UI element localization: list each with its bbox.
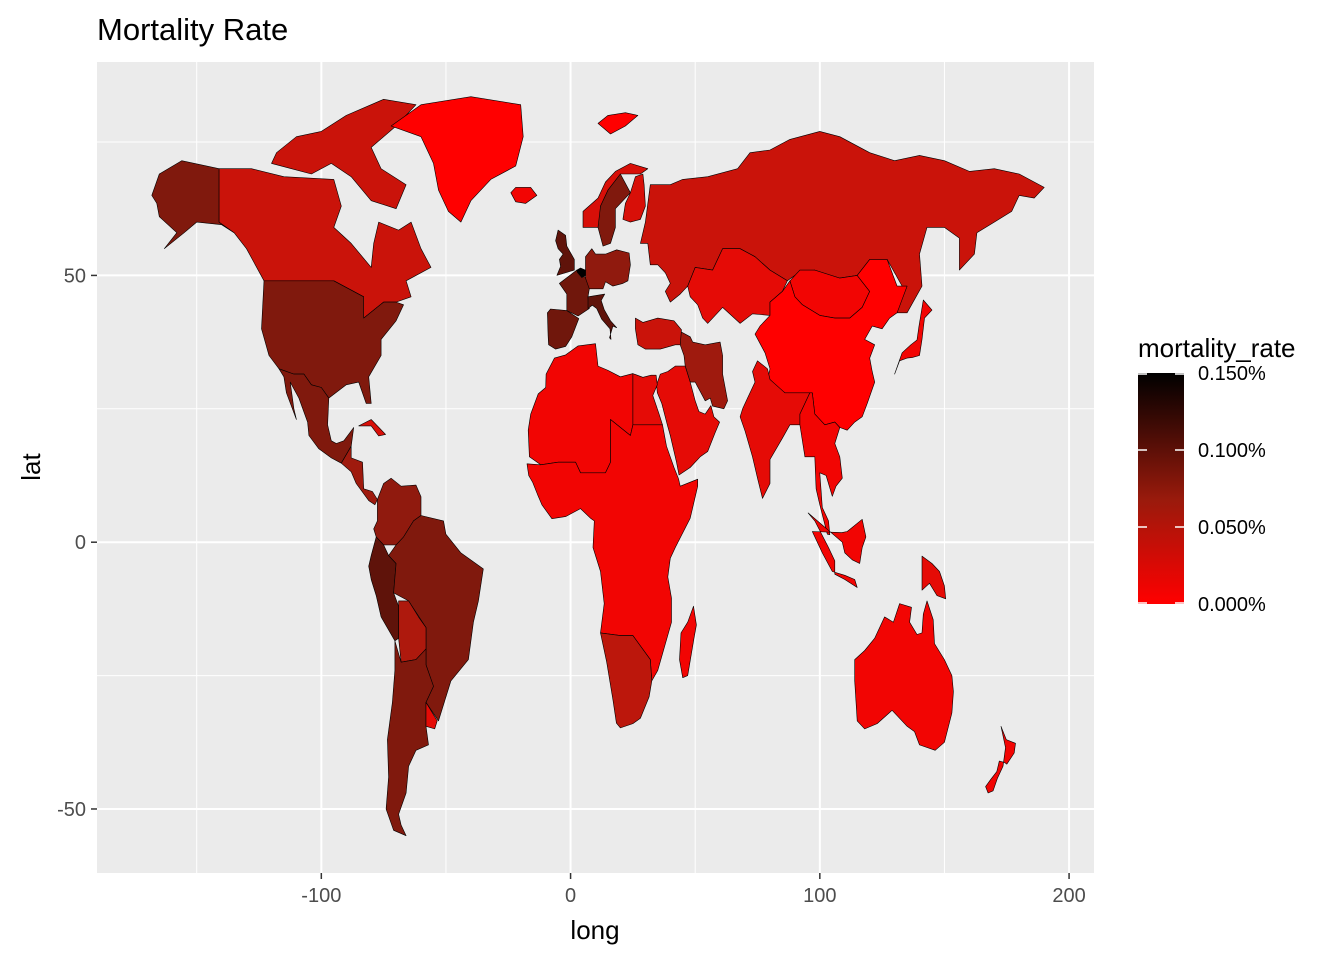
region-japan <box>894 299 933 375</box>
x-tick-label: -100 <box>301 885 341 907</box>
region-central-america <box>341 445 378 506</box>
region-indonesia <box>807 512 867 588</box>
x-tick-label: 100 <box>803 885 836 907</box>
region-united-kingdom <box>555 229 575 276</box>
chart-title: Mortality Rate <box>97 12 288 47</box>
y-tick-label: -50 <box>57 799 86 821</box>
region-spain-portugal <box>547 308 580 350</box>
region-australia <box>854 600 954 751</box>
region-uruguay <box>425 702 438 730</box>
region-central-africa <box>526 419 698 682</box>
x-tick-label: 200 <box>1052 885 1085 907</box>
region-belgium <box>576 267 586 278</box>
legend-break-label: 0.100% <box>1198 440 1266 462</box>
legend-colorbar <box>1138 373 1184 604</box>
x-tick-label: 0 <box>565 885 576 907</box>
region-iran <box>679 331 728 410</box>
y-tick-label: 50 <box>64 265 86 287</box>
region-greenland <box>390 96 524 223</box>
region-south-africa <box>600 632 653 729</box>
region-peru <box>368 536 399 642</box>
region-southeast-asia <box>799 392 843 535</box>
region-italy <box>587 293 617 340</box>
region-central-europe <box>585 248 631 290</box>
legend-break-label: 0.150% <box>1198 363 1266 385</box>
y-axis: -50 0 50 <box>57 265 97 821</box>
region-argentina-chile <box>385 640 434 836</box>
region-svalbard <box>597 112 639 135</box>
legend-title: mortality_rate <box>1138 333 1296 363</box>
region-sweden <box>597 173 631 247</box>
region-arabian-peninsula <box>656 365 720 476</box>
region-alaska <box>151 160 235 249</box>
x-axis-title: long <box>570 915 619 945</box>
region-new-zealand <box>985 726 1016 794</box>
region-cuba <box>358 419 386 437</box>
legend-break-label: 0.050% <box>1198 517 1266 539</box>
region-finland <box>622 173 646 223</box>
y-axis-title: lat <box>16 452 46 480</box>
legend-break-label: 0.000% <box>1198 594 1266 616</box>
region-madagascar <box>679 605 697 678</box>
x-axis: -100 0 100 200 <box>301 873 1086 907</box>
region-iceland <box>510 187 538 204</box>
y-tick-label: 0 <box>75 532 86 554</box>
region-papua-new-guinea <box>921 555 946 600</box>
region-canadian-arctic <box>271 99 417 209</box>
legend: mortality_rate 0.150% 0.100% 0.050% 0.000% <box>1138 333 1296 616</box>
region-turkey <box>635 317 682 350</box>
countries-layer <box>151 96 1045 836</box>
